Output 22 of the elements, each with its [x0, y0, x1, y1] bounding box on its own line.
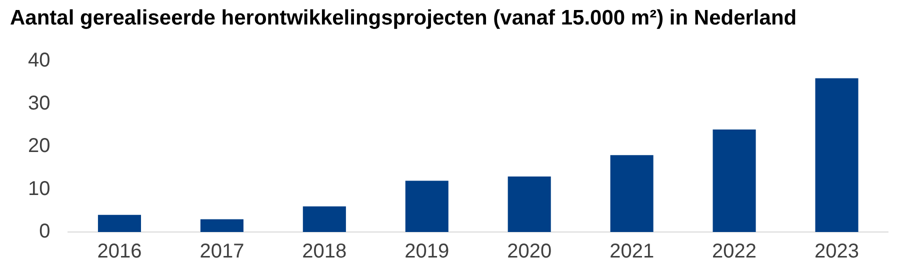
chart-title: Aantal gerealiseerde herontwikkelingsprojecten (vanaf 15.000 m²) in Nederland: [10, 6, 797, 30]
bar: [98, 214, 141, 232]
bar: [200, 219, 244, 232]
bar: [610, 155, 654, 232]
x-tick-label: 2017: [200, 240, 244, 263]
y-tick-label: 40: [28, 50, 50, 72]
x-tick-label: 2020: [507, 240, 552, 263]
y-tick-label: 30: [28, 92, 50, 114]
y-tick-label: 10: [28, 178, 50, 200]
bar: [815, 78, 858, 232]
x-tick-label: 2016: [97, 240, 142, 263]
bar: [508, 176, 551, 232]
x-tick-label: 2023: [814, 240, 860, 263]
y-tick-label: 20: [28, 135, 50, 158]
bar: [405, 180, 448, 232]
x-tick-label: 2022: [712, 240, 757, 263]
x-tick-label: 2021: [610, 240, 654, 263]
y-tick-label: 0: [39, 220, 50, 243]
bar: [712, 130, 756, 232]
x-tick-label: 2019: [404, 240, 450, 263]
bar: [302, 206, 346, 232]
x-tick-label: 2018: [302, 240, 347, 263]
